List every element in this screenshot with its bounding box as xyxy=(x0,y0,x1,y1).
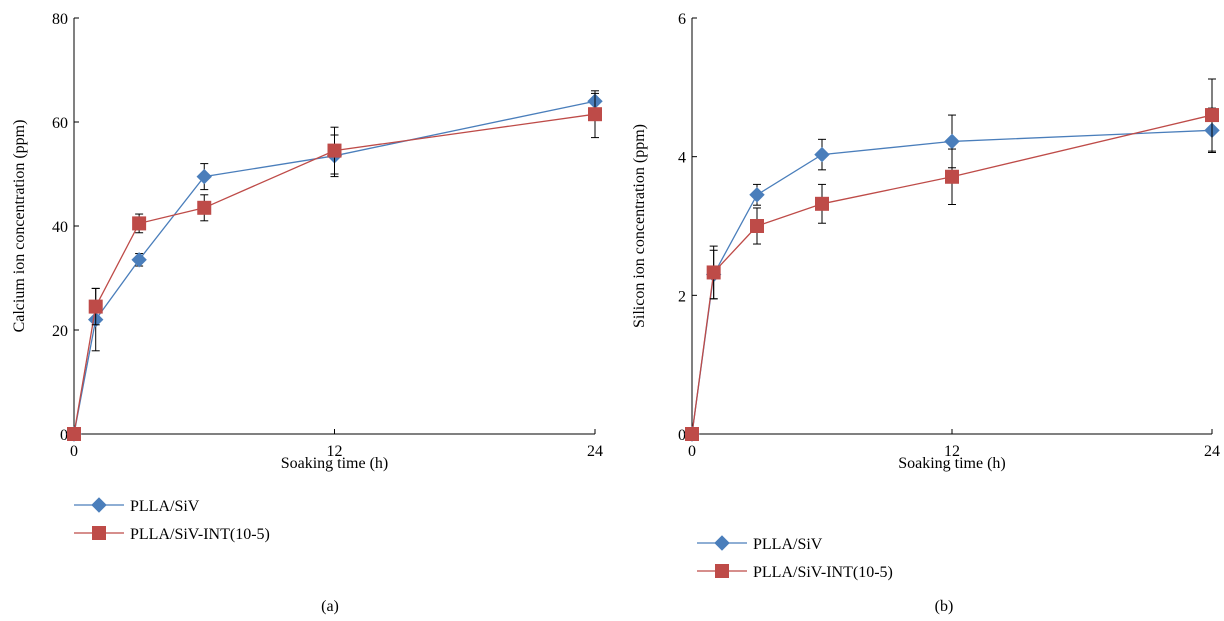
y-tick-label: 60 xyxy=(52,115,68,132)
legend-marker xyxy=(92,526,106,540)
y-tick-label: 4 xyxy=(678,150,686,167)
y-tick-label: 20 xyxy=(52,323,68,340)
data-point xyxy=(131,252,147,268)
legend-label: PLLA/SiV-INT(10-5) xyxy=(130,526,270,543)
data-point xyxy=(88,299,103,314)
panel-label: (a) xyxy=(321,598,339,615)
x-tick-label: 12 xyxy=(944,443,960,460)
data-point xyxy=(1205,108,1219,123)
series-line xyxy=(73,100,596,435)
y-tick-label: 6 xyxy=(678,11,686,28)
data-point xyxy=(327,143,342,158)
series-line xyxy=(73,113,596,435)
data-point xyxy=(944,133,960,150)
series-line xyxy=(691,114,1213,435)
data-point xyxy=(132,216,147,231)
y-tick-label: 40 xyxy=(52,219,68,236)
data-point xyxy=(750,219,764,233)
data-point xyxy=(588,107,602,122)
y-axis-title: Silicon ion concentration (ppm) xyxy=(631,124,648,328)
legend: PLLA/SiV PLLA/SiV-INT(10-5) xyxy=(74,497,270,543)
legend: PLLA/SiV PLLA/SiV-INT(10-5) xyxy=(697,535,893,581)
x-axis-title: Soaking time (h) xyxy=(898,455,1006,472)
y-tick-label: 0 xyxy=(60,427,68,444)
data-point xyxy=(685,427,699,441)
data-point xyxy=(67,427,81,441)
data-point xyxy=(706,265,721,280)
x-tick-label: 12 xyxy=(327,443,343,460)
series-2 xyxy=(685,78,1219,441)
y-tick-label: 0 xyxy=(678,427,686,444)
legend-marker xyxy=(91,497,107,513)
chart-panel-1: 0 20 40 60 80 0 12 24 Soaking time (h) Calcium io… xyxy=(11,11,603,615)
data-point xyxy=(749,187,765,203)
x-tick-label: 0 xyxy=(70,443,78,460)
data-point xyxy=(814,146,830,163)
data-point xyxy=(815,196,829,211)
legend-label: PLLA/SiV xyxy=(130,498,200,515)
legend-marker xyxy=(714,535,730,551)
y-tick-label: 80 xyxy=(52,11,68,28)
legend-label: PLLA/SiV xyxy=(753,536,823,553)
y-tick-label: 2 xyxy=(678,288,686,305)
legend-label: PLLA/SiV-INT(10-5) xyxy=(753,564,893,581)
x-tick-label: 0 xyxy=(688,443,696,460)
data-point xyxy=(196,168,212,185)
data-point xyxy=(945,169,959,184)
legend-marker xyxy=(715,564,729,578)
x-axis-title: Soaking time (h) xyxy=(281,455,389,472)
y-axis-title: Calcium ion concentration (ppm) xyxy=(11,120,28,333)
data-point xyxy=(197,200,212,215)
x-tick-label: 24 xyxy=(587,443,603,460)
panel-label: (b) xyxy=(935,598,954,615)
x-tick-label: 24 xyxy=(1204,443,1220,460)
series-2 xyxy=(67,90,602,441)
